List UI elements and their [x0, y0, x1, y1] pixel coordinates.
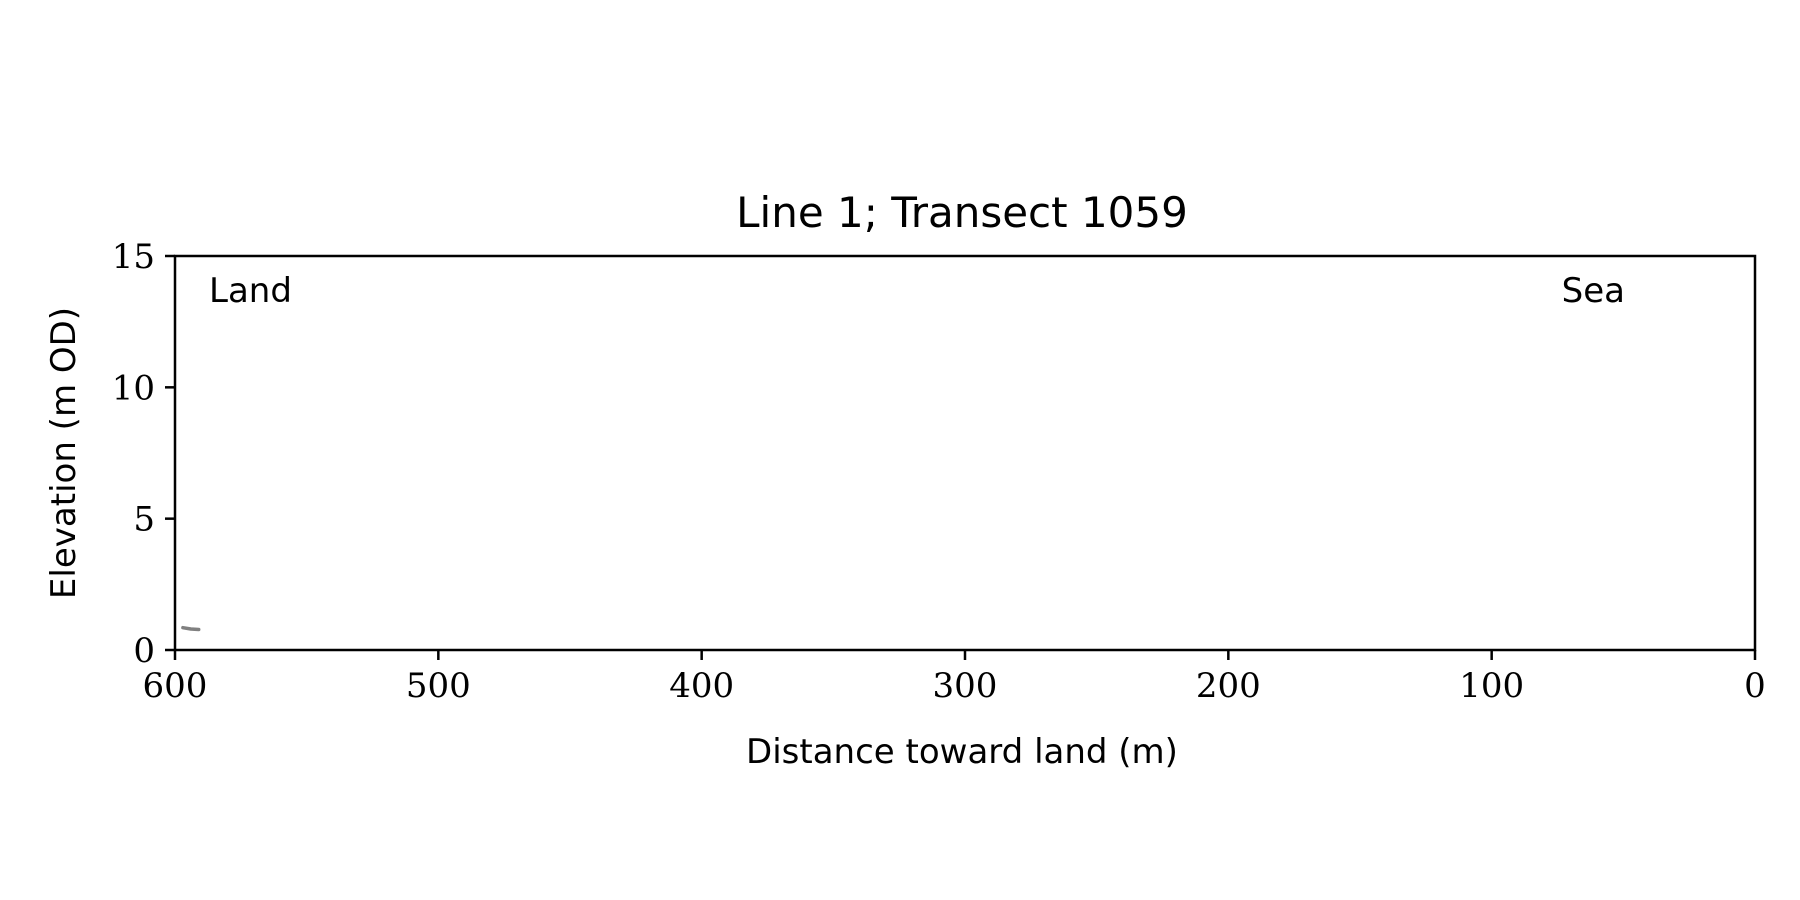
plot-area	[173, 254, 1757, 652]
plot-frame	[173, 254, 1757, 652]
x-tick-label: 300	[933, 666, 998, 706]
series-layer	[181, 625, 201, 632]
y-axis: 0 5 10 15	[112, 237, 175, 671]
x-tick-label: 400	[669, 666, 734, 706]
y-tick-label: 5	[133, 500, 155, 540]
elevation-profile-line	[181, 625, 201, 632]
x-axis-label: Distance toward land (m)	[746, 732, 1178, 772]
chart-title: Line 1; Transect 1059	[736, 188, 1188, 237]
x-tick-label: 600	[143, 666, 208, 706]
x-tick-label: 500	[406, 666, 471, 706]
x-tick-label: 0	[1744, 666, 1766, 706]
x-tick-label: 200	[1196, 666, 1261, 706]
x-tick-label: 100	[1459, 666, 1524, 706]
y-axis-label: Elevation (m OD)	[44, 307, 84, 599]
sea-annotation: Sea	[1562, 271, 1625, 311]
y-tick-label: 15	[112, 237, 155, 277]
y-tick-label: 0	[133, 631, 155, 671]
land-annotation: Land	[209, 271, 292, 311]
y-tick-label: 10	[112, 368, 155, 408]
x-axis: 600 500 400 300 200 100 0	[143, 650, 1766, 706]
